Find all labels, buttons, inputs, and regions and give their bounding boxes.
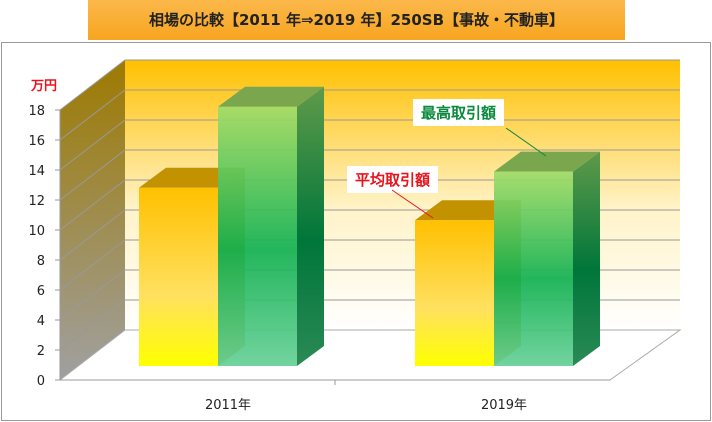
gridline-side bbox=[59, 119, 126, 171]
bar-top bbox=[494, 151, 600, 172]
x-category-label: 2019年 bbox=[481, 398, 527, 413]
gridline-side bbox=[59, 179, 126, 231]
y-axis-unit-label: 万円 bbox=[31, 79, 58, 94]
gridline-side bbox=[59, 59, 126, 111]
y-tick-label: 8 bbox=[37, 254, 45, 269]
gridline-side bbox=[59, 239, 126, 291]
bar-front bbox=[218, 106, 297, 367]
y-tick-label: 10 bbox=[28, 224, 45, 239]
bar-top bbox=[218, 86, 324, 107]
y-tick-label: 18 bbox=[28, 104, 45, 119]
gridline-side bbox=[59, 89, 126, 141]
y-tick-label: 12 bbox=[28, 194, 45, 209]
bar-max-0 bbox=[218, 86, 324, 367]
gridline-side bbox=[59, 299, 126, 351]
y-tick-label: 2 bbox=[37, 344, 45, 359]
bar-side bbox=[297, 86, 324, 367]
bar-max-1 bbox=[494, 151, 600, 366]
y-tick-label: 4 bbox=[37, 314, 45, 329]
gridline-side bbox=[59, 149, 126, 201]
y-tick-label: 16 bbox=[28, 134, 45, 149]
y-tick-label: 6 bbox=[37, 284, 45, 299]
gridline-side bbox=[59, 269, 126, 321]
chart-frame bbox=[1, 42, 711, 421]
side-wall bbox=[60, 60, 125, 380]
callout-max-price: 最高取引額 bbox=[413, 99, 505, 126]
bar-front bbox=[494, 171, 573, 366]
x-category-label: 2011年 bbox=[205, 398, 251, 413]
bar-front bbox=[415, 220, 494, 366]
bar-front bbox=[139, 187, 218, 366]
y-tick-label: 14 bbox=[28, 164, 45, 179]
gridline-side bbox=[59, 209, 126, 261]
y-tick-label: 0 bbox=[37, 374, 45, 389]
callout-average-price: 平均取引額 bbox=[347, 166, 439, 193]
chart-title: 相場の比較【2011 年⇒2019 年】250SB【事故・不動車】 bbox=[88, 0, 625, 40]
bar-side bbox=[573, 151, 600, 366]
